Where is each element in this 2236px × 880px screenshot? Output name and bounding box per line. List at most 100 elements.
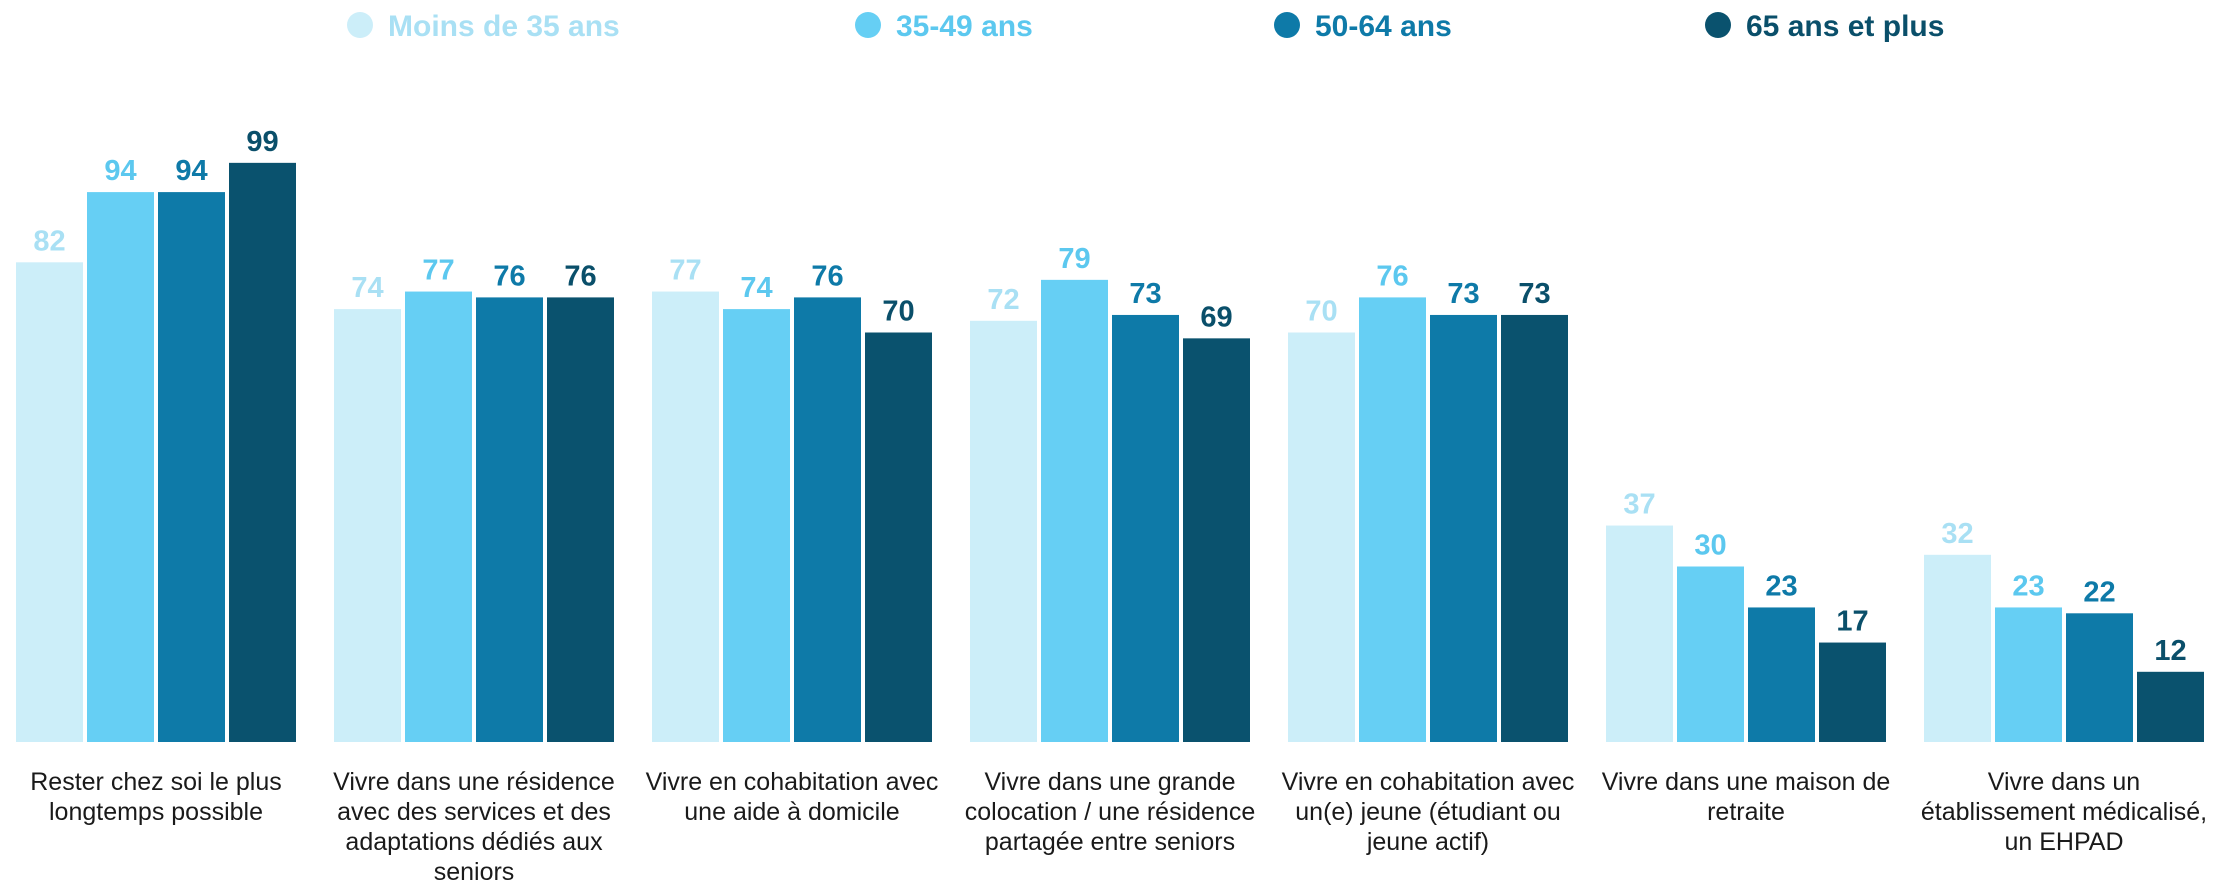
category-label-line: une aide à domicile <box>684 798 899 826</box>
bar-1-3 <box>158 192 225 743</box>
category-label-line: Vivre dans une grande <box>984 768 1235 796</box>
data-label: 17 <box>1836 606 1868 638</box>
bar-4-4 <box>1183 338 1250 742</box>
data-label: 77 <box>422 255 454 287</box>
data-label: 23 <box>2012 570 2044 602</box>
value-labels: 82 94 94 99 74 77 76 76 77 74 76 70 72 79 73 69 70 76 73 73… <box>33 126 2186 667</box>
legend-marker <box>1705 12 1731 38</box>
bar-5-4 <box>1501 314 1568 742</box>
bar-4-2 <box>1041 279 1108 742</box>
legend-item-2: 35-49 ans <box>855 10 1033 43</box>
data-label: 74 <box>351 272 383 304</box>
category-label: Vivre dans une grande colocation / une ré… <box>965 768 1255 856</box>
bar-3-3 <box>794 297 861 742</box>
category-label: Rester chez soi le plus longtemps possibl… <box>30 768 282 826</box>
data-label: 76 <box>811 260 843 292</box>
data-label: 76 <box>564 260 596 292</box>
bar-7-1 <box>1924 554 1991 742</box>
data-label: 94 <box>175 155 207 187</box>
legend-marker <box>347 12 373 38</box>
bar-6-1 <box>1606 525 1673 742</box>
category-label-line: colocation / une résidence <box>965 798 1255 826</box>
bar-3-1 <box>652 291 719 742</box>
legend-item-1: Moins de 35 ans <box>347 10 620 43</box>
data-label: 30 <box>1694 530 1726 562</box>
category-label-line: Vivre dans une résidence <box>333 768 615 796</box>
bar-5-1 <box>1288 332 1355 742</box>
legend-label: 50-64 ans <box>1315 10 1452 43</box>
data-label: 69 <box>1200 301 1232 333</box>
category-label-line: longtemps possible <box>49 798 263 826</box>
legend-label: Moins de 35 ans <box>388 10 620 43</box>
data-label: 73 <box>1129 278 1161 310</box>
category-label-line: établissement médicalisé, <box>1921 798 2207 826</box>
data-label: 37 <box>1623 489 1655 521</box>
data-label: 79 <box>1058 243 1090 275</box>
data-label: 76 <box>493 260 525 292</box>
category-label-line: Rester chez soi le plus <box>30 768 282 796</box>
bar-7-4 <box>2137 671 2204 742</box>
bar-4-3 <box>1112 314 1179 742</box>
legend-item-4: 65 ans et plus <box>1705 10 1944 43</box>
category-label-line: Vivre en cohabitation avec <box>1282 768 1575 796</box>
bar-6-4 <box>1819 642 1886 742</box>
category-label-line: avec des services et des <box>337 798 611 826</box>
bar-5-3 <box>1430 314 1497 742</box>
category-label: Vivre dans une résidence avec des service… <box>333 768 615 880</box>
data-label: 73 <box>1447 278 1479 310</box>
bar-1-1 <box>16 262 83 742</box>
category-label-line: seniors <box>434 858 515 880</box>
bar-2-2 <box>405 291 472 742</box>
bar-6-3 <box>1748 607 1815 742</box>
category-label-line: adaptations dédiés aux <box>345 828 603 856</box>
data-label: 73 <box>1518 278 1550 310</box>
legend-label: 65 ans et plus <box>1746 10 1944 43</box>
data-label: 12 <box>2154 635 2186 667</box>
data-label: 32 <box>1941 518 1973 550</box>
data-label: 94 <box>104 155 136 187</box>
data-label: 74 <box>740 272 772 304</box>
bar-2-1 <box>334 309 401 742</box>
data-label: 22 <box>2083 576 2115 608</box>
bar-3-2 <box>723 309 790 742</box>
category-labels: Rester chez soi le plus longtemps possibl… <box>30 768 2207 880</box>
category-label-line: un EHPAD <box>2004 828 2123 856</box>
bar-2-4 <box>547 297 614 742</box>
bar-5-2 <box>1359 297 1426 742</box>
category-label: Vivre dans une maison de retraite <box>1602 768 1891 826</box>
bar-1-4 <box>229 162 296 743</box>
category-label-line: Vivre dans un <box>1988 768 2140 796</box>
category-label: Vivre en cohabitation avec un(e) jeune (é… <box>1282 768 1575 856</box>
legend: Moins de 35 ans 35-49 ans 50-64 ans 65 ans … <box>347 10 1944 43</box>
bar-7-2 <box>1995 607 2062 742</box>
data-label: 99 <box>246 126 278 158</box>
legend-item-3: 50-64 ans <box>1274 10 1452 43</box>
bar-4-1 <box>970 320 1037 742</box>
category-label: Vivre en cohabitation avec une aide à dom… <box>646 768 939 826</box>
bar-6-2 <box>1677 566 1744 742</box>
data-label: 70 <box>1305 296 1337 328</box>
category-label-line: partagée entre seniors <box>985 828 1235 856</box>
data-label: 70 <box>882 296 914 328</box>
bar-1-2 <box>87 192 154 743</box>
data-label: 77 <box>669 255 701 287</box>
category-label-line: jeune actif) <box>1366 828 1489 856</box>
legend-marker <box>1274 12 1300 38</box>
bar-7-3 <box>2066 613 2133 742</box>
bar-3-4 <box>865 332 932 742</box>
category-label-line: Vivre en cohabitation avec <box>646 768 939 796</box>
category-label: Vivre dans un établissement médicalisé, un… <box>1921 768 2207 856</box>
data-label: 76 <box>1376 260 1408 292</box>
legend-marker <box>855 12 881 38</box>
bars-area <box>16 162 2204 743</box>
data-label: 72 <box>987 284 1019 316</box>
data-label: 82 <box>33 225 65 257</box>
category-label-line: un(e) jeune (étudiant ou <box>1295 798 1560 826</box>
legend-label: 35-49 ans <box>896 10 1033 43</box>
bar-2-3 <box>476 297 543 742</box>
category-label-line: retraite <box>1707 798 1785 826</box>
category-label-line: Vivre dans une maison de <box>1602 768 1891 796</box>
data-label: 23 <box>1765 570 1797 602</box>
